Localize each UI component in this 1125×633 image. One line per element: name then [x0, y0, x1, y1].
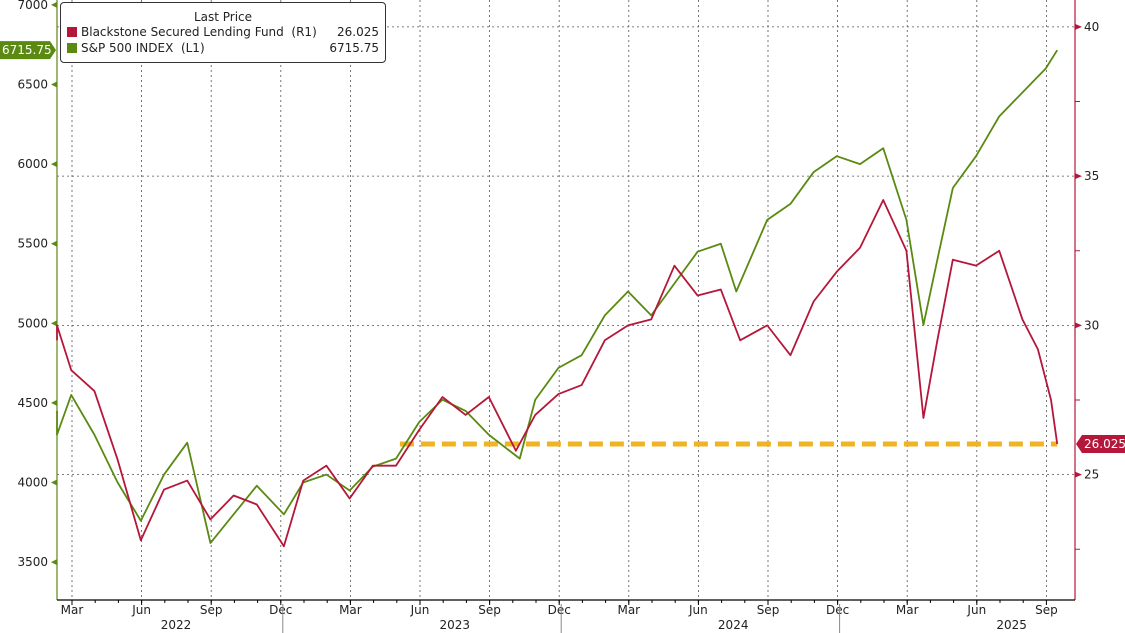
legend-swatch-bxsl: [67, 27, 77, 37]
x-year-label: 2025: [996, 618, 1027, 632]
left-tick-marker: [51, 479, 57, 486]
left-tick-marker: [51, 81, 57, 88]
spx-last-tag: [0, 41, 56, 60]
bxsl-last-label: 26.025: [1084, 437, 1125, 451]
x-tick-label: Jun: [410, 603, 430, 617]
left-tick-marker: [51, 161, 57, 168]
left-tick-marker: [51, 240, 57, 247]
x-tick-label: Dec: [269, 603, 292, 617]
right-tick-marker: [1075, 471, 1082, 478]
spx-last-label: 6715.75: [2, 43, 52, 57]
left-tick-label: 5500: [17, 237, 48, 251]
legend-value-spx: 6715.75: [329, 41, 379, 55]
right-tick-label: 25: [1084, 468, 1099, 482]
x-tick-label: Sep: [1035, 603, 1058, 617]
bxsl-line: [56, 199, 1059, 548]
x-tick-label: Mar: [61, 603, 84, 617]
legend-item-spx: S&P 500 INDEX (L1) 6715.75: [61, 40, 385, 56]
left-tick-marker: [51, 1, 57, 8]
legend-title: Last Price: [193, 10, 253, 24]
right-tick-marker: [1075, 173, 1082, 180]
x-tick-label: Sep: [200, 603, 223, 617]
left-tick-label: 4500: [17, 396, 48, 410]
legend-swatch-spx: [67, 43, 77, 53]
left-tick-label: 6500: [17, 78, 48, 92]
x-tick-label: Jun: [688, 603, 708, 617]
legend: Last Price Blackstone Secured Lending Fu…: [60, 2, 386, 63]
right-tick-label: 40: [1084, 20, 1099, 34]
x-tick-label: Dec: [548, 603, 571, 617]
left-tick-marker: [51, 320, 57, 327]
x-tick-label: Mar: [896, 603, 919, 617]
right-tick-marker: [1075, 322, 1082, 329]
bxsl-last-tag: [1076, 435, 1125, 454]
x-tick-label: Dec: [826, 603, 849, 617]
legend-name-spx: S&P 500 INDEX (L1): [81, 41, 205, 55]
right-tick-label: 35: [1084, 169, 1099, 183]
x-year-label: 2024: [718, 618, 749, 632]
x-tick-label: Jun: [966, 603, 986, 617]
right-tick-label: 30: [1084, 318, 1099, 332]
x-tick-label: Sep: [757, 603, 780, 617]
legend-value-bxsl: 26.025: [337, 25, 379, 39]
left-tick-label: 6000: [17, 157, 48, 171]
x-tick-label: Mar: [339, 603, 362, 617]
left-tick-marker: [51, 559, 57, 566]
x-tick-label: Sep: [478, 603, 501, 617]
x-year-label: 2023: [440, 618, 471, 632]
left-tick-label: 3500: [17, 555, 48, 569]
right-tick-marker: [1075, 23, 1082, 30]
left-tick-label: 4000: [17, 476, 48, 490]
left-tick-label: 7000: [17, 0, 48, 12]
left-tick-label: 5000: [17, 316, 48, 330]
x-tick-label: Mar: [617, 603, 640, 617]
left-tick-marker: [51, 399, 57, 406]
legend-item-bxsl: Blackstone Secured Lending Fund (R1) 26.…: [61, 24, 385, 40]
x-tick-label: Jun: [131, 603, 151, 617]
x-year-label: 2022: [161, 618, 192, 632]
legend-name-bxsl: Blackstone Secured Lending Fund (R1): [81, 25, 317, 39]
